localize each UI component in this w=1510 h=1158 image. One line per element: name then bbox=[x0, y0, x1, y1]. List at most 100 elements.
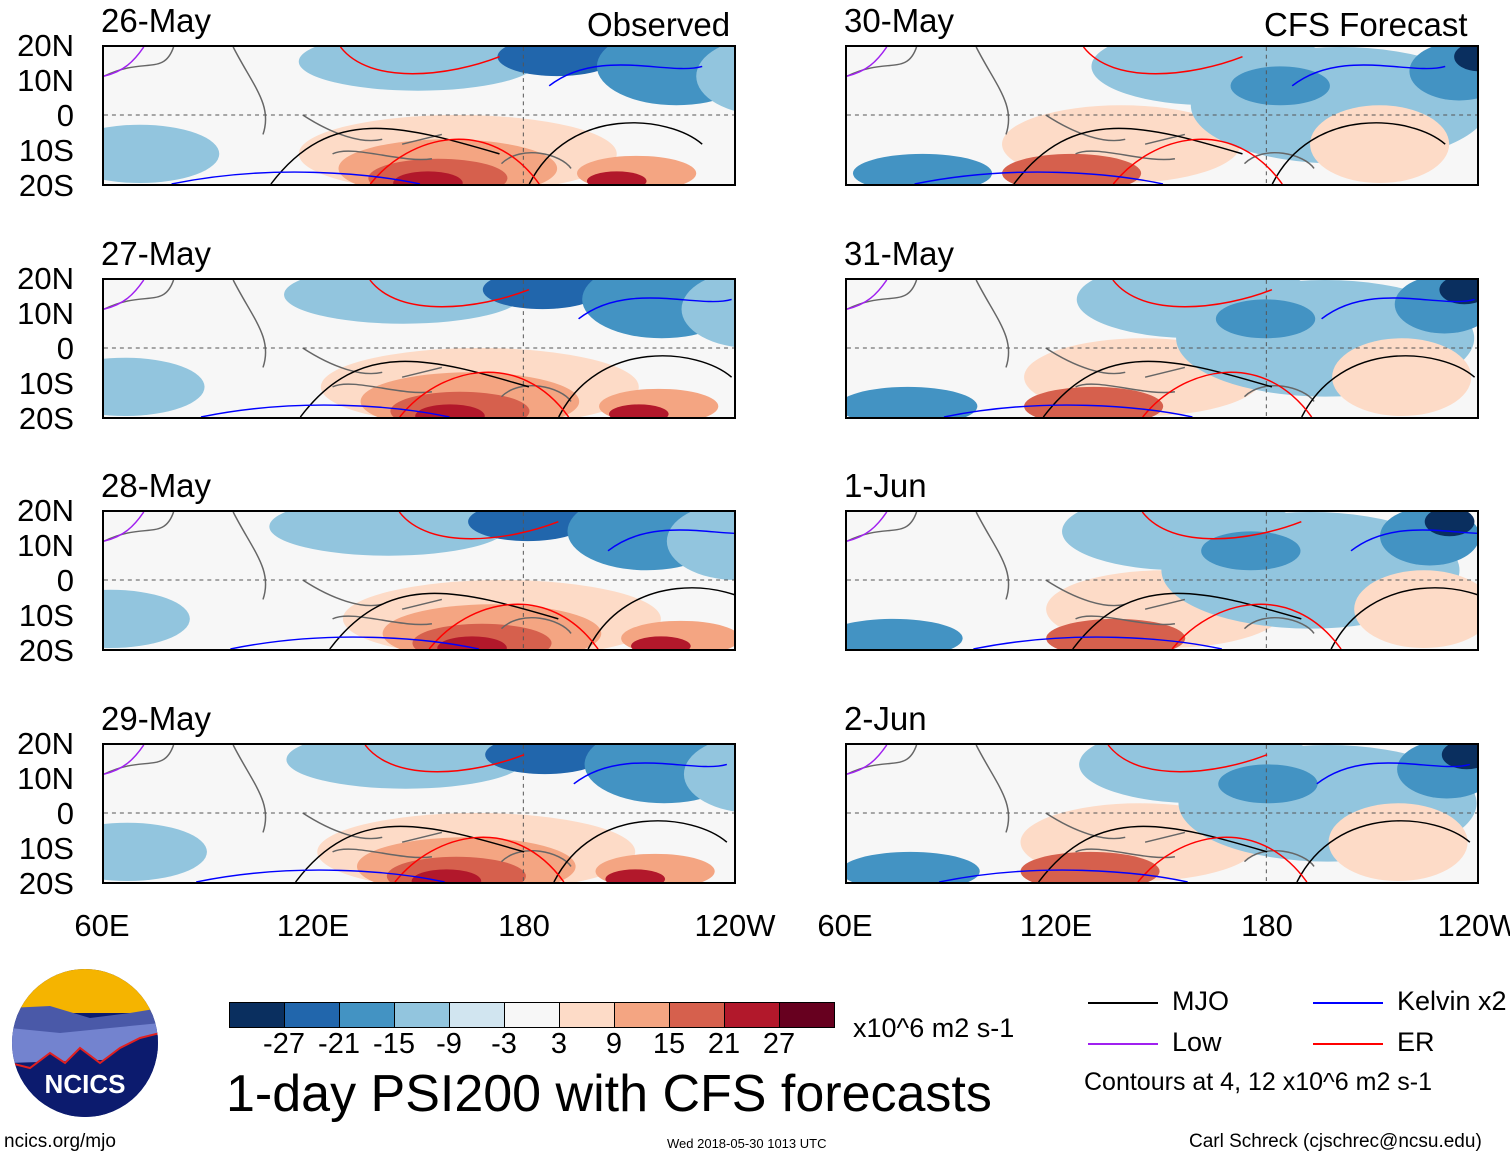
contour-line bbox=[200, 404, 450, 417]
footer-url[interactable]: ncics.org/mjo bbox=[4, 1131, 116, 1152]
panel-date: 26-May bbox=[101, 2, 212, 39]
contour-line bbox=[270, 127, 500, 184]
contour-line bbox=[329, 592, 559, 649]
contour-line bbox=[1291, 64, 1446, 87]
contour-line bbox=[171, 171, 421, 184]
colorbar-swatch bbox=[670, 1003, 725, 1027]
lat-label: 20N bbox=[17, 261, 74, 296]
low-contour bbox=[104, 280, 145, 310]
lat-label: 10S bbox=[18, 133, 74, 168]
map-panel bbox=[102, 743, 736, 884]
observed-header: Observed bbox=[587, 6, 731, 43]
legend-label: ER bbox=[1397, 1027, 1435, 1057]
lat-label: 20S bbox=[18, 401, 74, 436]
contour-line bbox=[578, 297, 732, 320]
coastline bbox=[847, 512, 1315, 634]
colorbar-swatch bbox=[505, 1003, 560, 1027]
legend-label: Kelvin x2 bbox=[1397, 986, 1507, 1016]
field-shading bbox=[847, 618, 963, 649]
field-shading bbox=[1354, 570, 1477, 649]
lon-label: 120E bbox=[276, 908, 350, 943]
low-contour bbox=[847, 745, 888, 775]
contour-line bbox=[1301, 355, 1476, 417]
contour-line bbox=[1072, 592, 1302, 649]
legend-label: Low bbox=[1172, 1027, 1222, 1057]
lon-label: 180 bbox=[1241, 908, 1293, 943]
colorbar-label: 15 bbox=[652, 1028, 686, 1060]
contour-line bbox=[1330, 587, 1477, 649]
low-contour bbox=[847, 280, 888, 310]
contour-line bbox=[973, 636, 1222, 649]
field-shading bbox=[666, 512, 734, 580]
field-shading bbox=[286, 745, 525, 789]
contour-line bbox=[230, 636, 479, 649]
colorbar-units: x10^6 m2 s-1 bbox=[853, 1013, 1015, 1043]
field-shading bbox=[586, 171, 647, 184]
contour-line bbox=[369, 280, 530, 308]
map-panel bbox=[102, 45, 736, 186]
colorbar-swatch bbox=[230, 1003, 285, 1027]
colorbar-label: 21 bbox=[707, 1028, 741, 1060]
contour-line bbox=[553, 820, 728, 882]
coastline bbox=[104, 512, 572, 634]
svg-text:NCICS: NCICS bbox=[45, 1069, 126, 1099]
field-shading bbox=[104, 357, 205, 417]
panel-date: 2-Jun bbox=[844, 700, 927, 737]
lat-label: 10N bbox=[17, 63, 74, 98]
colorbar bbox=[229, 1002, 835, 1028]
low-contour bbox=[104, 47, 145, 77]
colorbar-swatch bbox=[615, 1003, 670, 1027]
map-panel bbox=[845, 743, 1479, 884]
contour-line bbox=[943, 404, 1193, 417]
field-shading bbox=[1439, 280, 1477, 305]
contour-line bbox=[294, 825, 525, 882]
field-shading bbox=[1002, 153, 1142, 184]
lat-label: 10N bbox=[17, 528, 74, 563]
field-shading bbox=[1215, 299, 1316, 339]
field-shading bbox=[681, 280, 734, 347]
contour-line bbox=[1142, 371, 1313, 417]
low-contour bbox=[847, 512, 888, 542]
colorbar-label: 9 bbox=[605, 1028, 623, 1060]
field-shading bbox=[298, 47, 538, 91]
panel-date: 28-May bbox=[101, 467, 212, 504]
field-shading bbox=[596, 47, 734, 106]
figure-title: 1-day PSI200 with CFS forecasts bbox=[226, 1065, 992, 1123]
low-contour bbox=[847, 47, 888, 77]
colorbar-swatch bbox=[560, 1003, 615, 1027]
field-shading bbox=[1310, 105, 1450, 184]
coastline bbox=[104, 47, 572, 169]
footer-credit: Carl Schreck (cjschrec@ncsu.edu) bbox=[1189, 1131, 1482, 1152]
map-panel bbox=[102, 510, 736, 651]
lat-label: 10S bbox=[18, 831, 74, 866]
panel-date: 29-May bbox=[101, 700, 212, 737]
contour-line bbox=[1042, 360, 1273, 417]
low-contour bbox=[104, 745, 145, 775]
field-shading bbox=[847, 851, 980, 882]
legend-line bbox=[1313, 1002, 1383, 1004]
contour-line bbox=[196, 869, 445, 882]
lat-label: 20N bbox=[17, 28, 74, 63]
colorbar-label: -3 bbox=[491, 1028, 517, 1060]
contour-line bbox=[914, 171, 1164, 184]
field-shading bbox=[468, 512, 588, 542]
colorbar-swatch bbox=[450, 1003, 505, 1027]
low-contour bbox=[104, 512, 145, 542]
forecast-header: CFS Forecast bbox=[1264, 6, 1468, 43]
colorbar-swatch bbox=[285, 1003, 340, 1027]
field-shading bbox=[1046, 618, 1186, 649]
lat-label: 10S bbox=[18, 598, 74, 633]
coastline bbox=[847, 47, 1315, 169]
field-shading bbox=[631, 636, 691, 649]
field-shading bbox=[269, 512, 508, 556]
lon-label: 120W bbox=[1437, 908, 1510, 943]
field-shading bbox=[437, 636, 507, 649]
contour-line bbox=[428, 603, 599, 649]
field-shading bbox=[1441, 745, 1477, 770]
field-shading bbox=[482, 280, 603, 310]
colorbar-swatch bbox=[395, 1003, 450, 1027]
lon-label: 180 bbox=[498, 908, 550, 943]
contour-line bbox=[1321, 297, 1475, 320]
contour-line bbox=[1013, 127, 1243, 184]
